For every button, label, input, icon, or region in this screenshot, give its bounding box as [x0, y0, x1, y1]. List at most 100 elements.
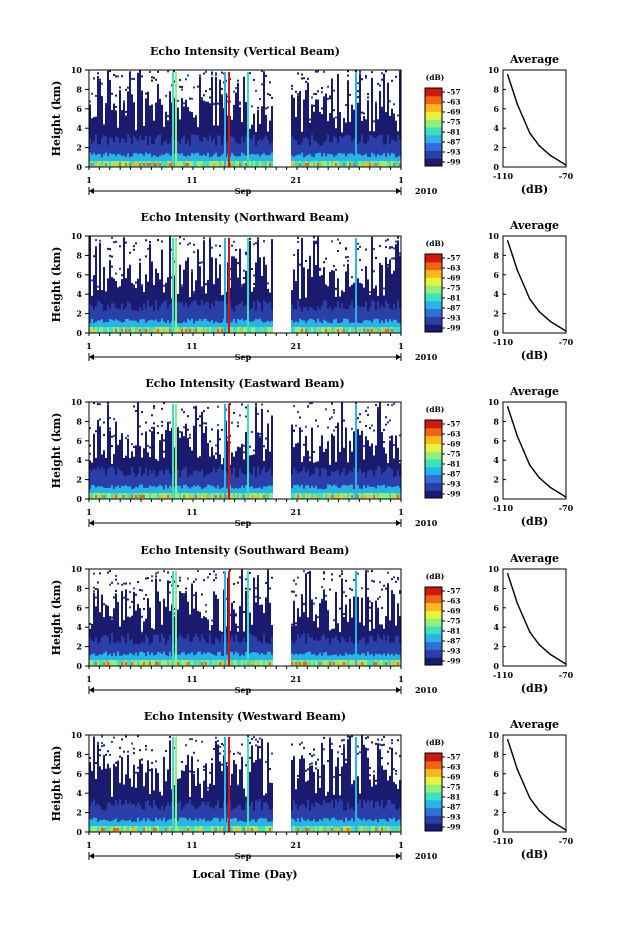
heatmap-cell [335, 426, 337, 429]
heatmap-cell [323, 267, 325, 333]
heatmap-cell [333, 319, 335, 333]
heatmap-cell [331, 240, 333, 243]
heatmap-cell [172, 404, 174, 499]
y-tick-label: 0 [76, 661, 82, 671]
heatmap-cell [263, 300, 265, 333]
colorbar-tick-label: -93 [447, 647, 461, 656]
heatmap-cell [245, 327, 247, 333]
heatmap-cell [333, 135, 335, 167]
heatmap-cell [153, 828, 155, 831]
heatmap-cell [151, 473, 153, 499]
heatmap-cell [267, 303, 269, 333]
heatmap-cell [331, 78, 333, 167]
heatmap-cell [179, 154, 181, 167]
heatmap-cell [245, 587, 247, 590]
heatmap-cell [257, 237, 259, 240]
heatmap-cell [237, 477, 239, 499]
heatmap-cell [127, 134, 129, 167]
heatmap-cell [347, 74, 349, 77]
heatmap-cell [151, 161, 153, 167]
heatmap-cell [109, 254, 111, 257]
heatmap-cell [373, 826, 375, 832]
heatmap-cell [215, 76, 217, 167]
heatmap-cell [249, 653, 251, 666]
heatmap-cell [123, 238, 125, 333]
heatmap-cell [175, 737, 177, 832]
heatmap-cell [167, 660, 169, 666]
heatmap-cell [243, 828, 245, 831]
heatmap-cell [157, 272, 159, 333]
y-tick-label: 2 [76, 143, 82, 153]
heatmap-cell [259, 817, 261, 832]
heatmap-cell [115, 94, 117, 97]
heatmap-cell [347, 161, 349, 167]
heatmap-cell [335, 495, 337, 498]
heatmap-cell [367, 413, 369, 416]
heatmap-cell [269, 120, 271, 167]
heatmap-cell [109, 161, 111, 167]
heatmap-cell [183, 652, 185, 666]
echo-panel-5: Echo Intensity (Westward Beam)0246810Hei… [50, 710, 574, 861]
heatmap-cell [185, 587, 187, 590]
heatmap-cell [345, 817, 347, 832]
colorbar-unit: (dB) [426, 73, 445, 82]
heatmap-cell [373, 319, 375, 333]
heatmap-cell [199, 327, 201, 333]
heatmap-cell [329, 327, 331, 333]
heatmap-cell [365, 76, 367, 79]
heatmap-cell [365, 266, 367, 333]
y-tick-label: 8 [76, 583, 82, 593]
average-frame [502, 69, 567, 168]
heatmap-cell [261, 470, 263, 499]
heatmap-cell [159, 484, 161, 499]
heatmap-cell [181, 408, 183, 411]
heatmap-cell [341, 828, 343, 831]
heatmap-cell [97, 581, 99, 584]
heatmap-cell [191, 269, 193, 272]
heatmap-cell [315, 761, 317, 764]
heatmap-cell [213, 467, 215, 499]
heatmap-cell [233, 493, 235, 499]
colorbar-tick-label: -57 [447, 587, 461, 596]
heatmap-cell [119, 163, 121, 166]
heatmap-cell [125, 278, 127, 333]
heatmap-cell [383, 329, 385, 332]
heatmap-cell [259, 493, 261, 499]
heatmap-cell [133, 803, 135, 832]
heatmap-cell [237, 751, 239, 754]
heatmap-cell [339, 135, 341, 167]
heatmap-cell [343, 318, 345, 333]
heatmap-cell [159, 818, 161, 832]
heatmap-cell [357, 803, 359, 832]
heatmap-cell [377, 634, 379, 666]
heatmap-cell [263, 660, 265, 666]
colorbar-swatch [425, 134, 442, 144]
heatmap-cell [295, 484, 297, 499]
heatmap-cell [241, 284, 243, 287]
heatmap-cell [253, 161, 255, 167]
heatmap-cell [141, 660, 143, 666]
heatmap-cell [295, 140, 297, 167]
heatmap-cell [329, 826, 331, 832]
heatmap-cell [127, 826, 129, 832]
heatmap-cell [121, 471, 123, 499]
heatmap-cell [115, 578, 117, 581]
heatmap-cell [311, 637, 313, 666]
heatmap-cell [297, 774, 299, 777]
heatmap-cell [93, 660, 95, 666]
month-axis-arrow-left [89, 188, 94, 194]
heatmap-cell [91, 493, 93, 499]
heatmap-cell [361, 735, 363, 832]
heatmap-cell [141, 631, 143, 634]
heatmap-cell [343, 495, 345, 498]
heatmap-cell [207, 576, 209, 579]
heatmap-cell [113, 805, 115, 832]
heatmap-cell [203, 237, 205, 240]
heatmap-cell [243, 77, 245, 167]
heatmap-cell [381, 329, 383, 332]
heatmap-cell [181, 470, 183, 499]
heatmap-cell [197, 637, 199, 666]
heatmap-cell [195, 329, 197, 332]
heatmap-cell [209, 135, 211, 167]
heatmap-cell [193, 86, 195, 89]
